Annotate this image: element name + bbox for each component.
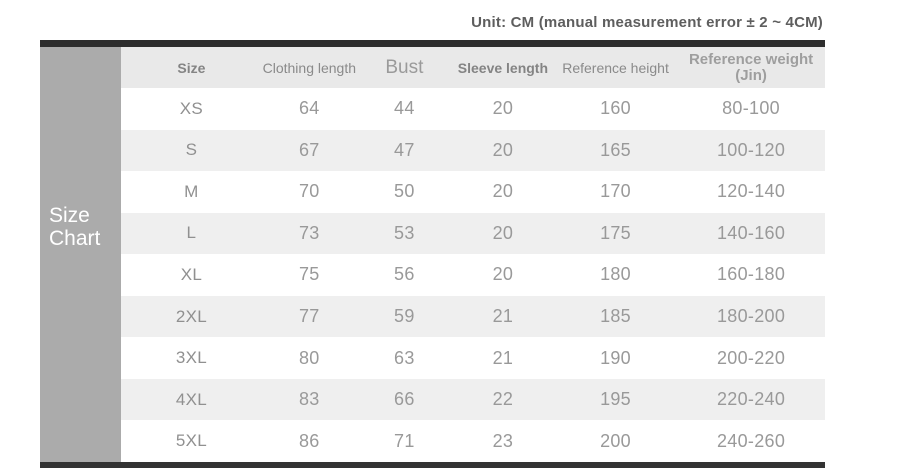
cell-reference-weight: 200-220 bbox=[716, 347, 786, 368]
bottom-border-bar bbox=[40, 462, 825, 468]
col-header-clothing-length: Clothing length bbox=[262, 59, 357, 76]
cell-size: L bbox=[186, 223, 197, 243]
cell-reference-weight: 240-260 bbox=[716, 430, 786, 451]
table-row-5xl: 5XL 86 71 23 200 240-260 bbox=[121, 420, 825, 462]
cell-clothing-length: 77 bbox=[299, 306, 320, 326]
cell-sleeve-length: 23 bbox=[492, 430, 514, 451]
col-header-reference-height: Reference height bbox=[562, 59, 669, 76]
cell-clothing-length: 80 bbox=[299, 347, 320, 368]
cell-bust: 47 bbox=[394, 139, 415, 160]
cell-sleeve-length: 21 bbox=[492, 347, 514, 368]
cell-reference-height: 165 bbox=[600, 139, 631, 160]
table-row-3xl: 3XL 80 63 21 190 200-220 bbox=[121, 337, 825, 379]
col-header-size: Size bbox=[177, 59, 206, 76]
size-chart-body: Size Chart Size Clothing length bbox=[40, 47, 825, 462]
cell-clothing-length: 83 bbox=[299, 389, 320, 410]
cell-clothing-length: 64 bbox=[299, 98, 320, 119]
cell-clothing-length: 70 bbox=[299, 181, 320, 202]
cell-size: XS bbox=[179, 98, 204, 118]
table-row-xl: XL 75 56 20 180 160-180 bbox=[121, 254, 825, 296]
size-table: Size Clothing length Bust Sleeve length … bbox=[121, 47, 825, 462]
cell-reference-height: 170 bbox=[600, 181, 631, 202]
reference-weight-unit: (Jin) bbox=[735, 66, 767, 84]
table-row-s: S 67 47 20 165 100-120 bbox=[121, 129, 825, 172]
cell-size: S bbox=[185, 140, 198, 160]
size-chart-panel: Size Chart Size Clothing length bbox=[40, 40, 825, 468]
table-row-m: M 70 50 20 170 120-140 bbox=[121, 171, 825, 213]
col-header-reference-weight: Reference weight (Jin) bbox=[677, 47, 825, 88]
reference-weight-label: Reference weight bbox=[688, 50, 814, 68]
cell-bust: 63 bbox=[394, 347, 415, 368]
cell-sleeve-length: 20 bbox=[492, 264, 514, 285]
size-chart-label: Size Chart bbox=[40, 204, 100, 250]
table-row-2xl: 2XL 77 59 21 185 180-200 bbox=[121, 295, 825, 338]
cell-reference-height: 160 bbox=[600, 98, 631, 119]
cell-bust: 71 bbox=[394, 430, 415, 451]
cell-size: 2XL bbox=[175, 306, 207, 326]
cell-reference-weight: 100-120 bbox=[716, 139, 786, 160]
size-chart-label-line2: Chart bbox=[49, 226, 101, 250]
cell-bust: 59 bbox=[394, 306, 415, 326]
cell-reference-height: 200 bbox=[600, 430, 631, 451]
col-header-sleeve-length: Sleeve length bbox=[457, 59, 549, 76]
table-row-xs: XS 64 44 20 160 80-100 bbox=[121, 88, 825, 130]
cell-reference-weight: 220-240 bbox=[716, 389, 786, 410]
cell-reference-height: 185 bbox=[600, 306, 631, 326]
cell-reference-weight: 140-160 bbox=[716, 222, 786, 243]
cell-reference-weight: 160-180 bbox=[716, 264, 786, 285]
cell-reference-height: 190 bbox=[600, 347, 631, 368]
cell-size: XL bbox=[180, 264, 203, 284]
col-header-bust: Bust bbox=[385, 56, 424, 78]
cell-sleeve-length: 22 bbox=[492, 389, 514, 410]
cell-reference-height: 180 bbox=[600, 264, 631, 285]
cell-clothing-length: 86 bbox=[299, 430, 320, 451]
header-row: Size Clothing length Bust Sleeve length … bbox=[121, 47, 825, 88]
cell-clothing-length: 73 bbox=[299, 222, 320, 243]
cell-reference-weight: 80-100 bbox=[722, 98, 780, 119]
cell-size: 3XL bbox=[175, 348, 207, 368]
cell-bust: 56 bbox=[394, 264, 415, 285]
cell-reference-weight: 180-200 bbox=[716, 306, 786, 326]
cell-reference-weight: 120-140 bbox=[716, 181, 786, 202]
cell-sleeve-length: 20 bbox=[492, 139, 514, 160]
cell-reference-height: 195 bbox=[600, 389, 631, 410]
size-chart-sidebar: Size Chart bbox=[40, 47, 121, 462]
cell-bust: 53 bbox=[394, 222, 415, 243]
cell-reference-height: 175 bbox=[600, 222, 631, 243]
cell-size: 5XL bbox=[175, 431, 207, 451]
cell-bust: 44 bbox=[394, 98, 415, 119]
cell-sleeve-length: 21 bbox=[492, 306, 514, 326]
cell-sleeve-length: 20 bbox=[492, 98, 514, 119]
cell-bust: 66 bbox=[394, 389, 415, 410]
table-row-l: L 73 53 20 175 140-160 bbox=[121, 212, 825, 255]
cell-size: 4XL bbox=[175, 389, 207, 409]
top-border-bar bbox=[40, 40, 825, 47]
table-row-4xl: 4XL 83 66 22 195 220-240 bbox=[121, 378, 825, 421]
cell-sleeve-length: 20 bbox=[492, 222, 514, 243]
unit-note: Unit: CM (manual measurement error ± 2 ~… bbox=[471, 14, 823, 31]
cell-clothing-length: 67 bbox=[299, 139, 320, 160]
cell-size: M bbox=[184, 181, 199, 201]
size-chart-label-line1: Size bbox=[49, 203, 90, 227]
cell-clothing-length: 75 bbox=[299, 264, 320, 285]
cell-sleeve-length: 20 bbox=[492, 181, 514, 202]
cell-bust: 50 bbox=[394, 181, 415, 202]
